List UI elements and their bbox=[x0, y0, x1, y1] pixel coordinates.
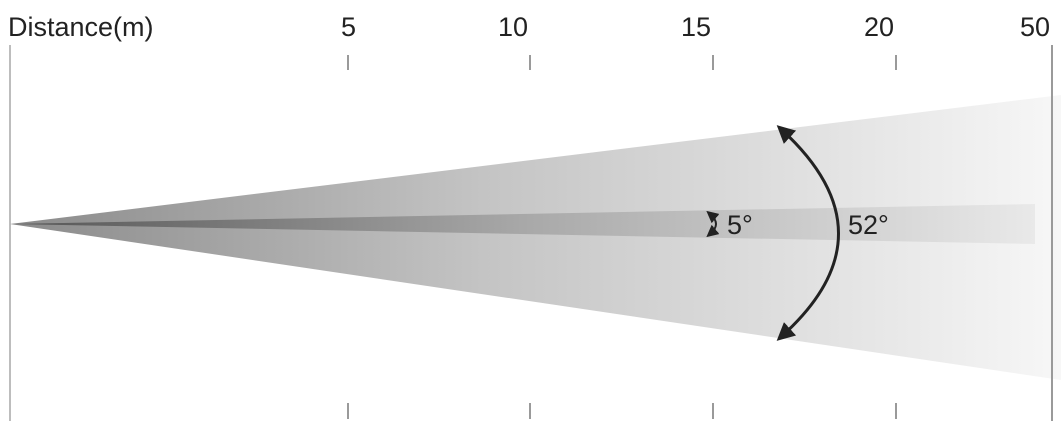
tick-label-15: 15 bbox=[681, 12, 711, 42]
wide-angle-label: 52° bbox=[848, 210, 889, 240]
wide-beam bbox=[10, 95, 1061, 380]
narrow-angle-label: 5° bbox=[727, 210, 753, 240]
tick-label-10: 10 bbox=[498, 12, 528, 42]
axis-title: Distance(m) bbox=[8, 12, 154, 42]
tick-label-5: 5 bbox=[341, 12, 356, 42]
narrow-angle-arrow bbox=[706, 210, 720, 238]
wide-angle-arrow bbox=[776, 125, 840, 341]
tick-label-50: 50 bbox=[1020, 12, 1050, 42]
tick-label-20: 20 bbox=[864, 12, 894, 42]
